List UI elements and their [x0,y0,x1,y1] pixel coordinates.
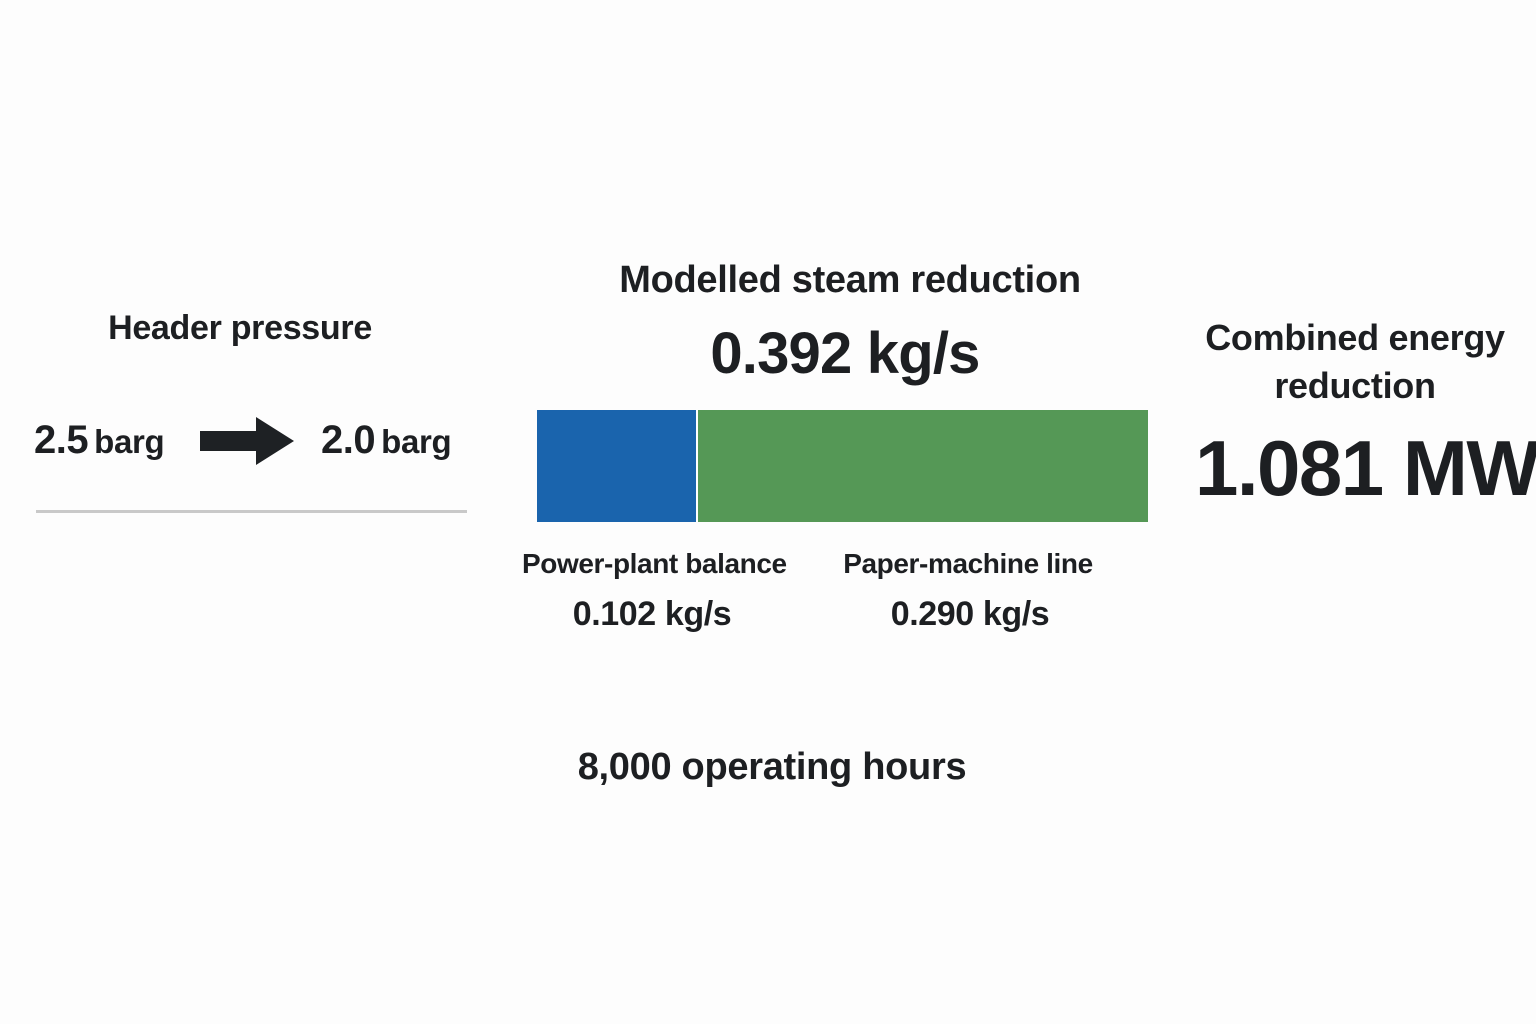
bar-segment-power-plant [537,410,696,522]
power-plant-value: 0.102 kg/s [572,595,732,633]
operating-hours: 8,000 operating hours [577,746,967,788]
paper-machine-label: Paper-machine line [843,548,1093,579]
steam-reduction-total: 0.392 kg/s [710,321,980,386]
energy-title-line2: reduction [1274,365,1436,406]
pressure-from-value: 2.5 [34,418,89,462]
power-plant-label: Power-plant balance [522,548,787,579]
right-arrow-icon [198,414,296,468]
energy-title-line1: Combined energy [1205,317,1505,358]
pressure-to-value: 2.0 [321,418,376,462]
steam-split-bar [537,410,1148,522]
pressure-from: 2.5 barg [34,418,165,463]
pressure-from-unit: barg [94,423,165,460]
divider [36,510,467,513]
paper-machine-value: 0.290 kg/s [890,595,1050,633]
header-pressure-title: Header pressure [108,309,372,347]
pressure-to: 2.0 barg [321,418,452,463]
pressure-to-unit: barg [381,423,452,460]
energy-reduction-value: 1.081 MW [1195,424,1536,512]
bar-segment-paper-machine [695,410,1148,522]
energy-reduction-title: Combined energy reduction [1195,314,1515,410]
steam-reduction-title: Modelled steam reduction [619,259,1081,301]
